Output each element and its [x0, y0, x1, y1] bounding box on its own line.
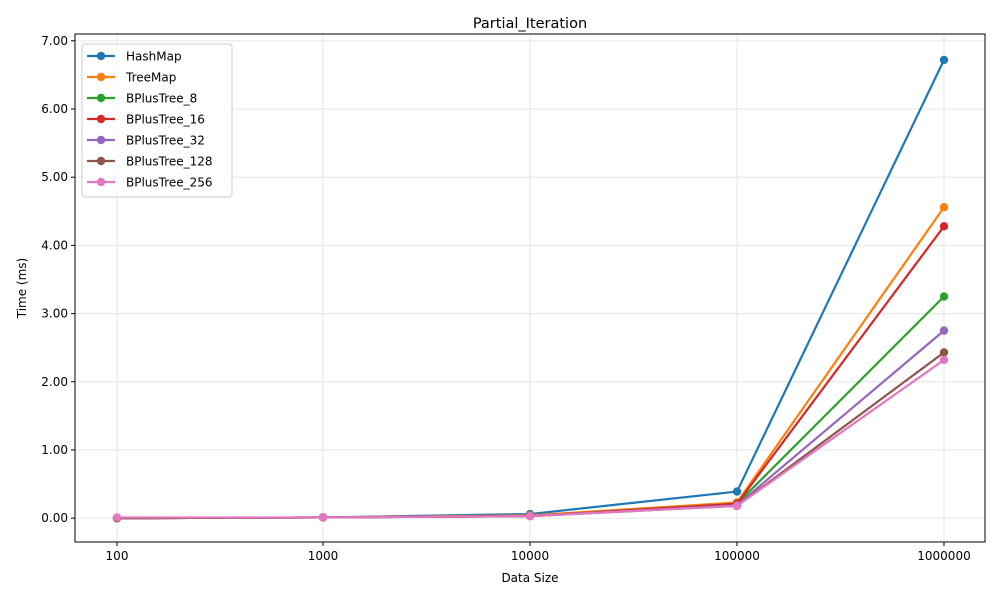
y-tick-label: 3.00 — [41, 307, 68, 321]
legend: HashMap TreeMap BPlusTree_8 BPlusTree_16 BPl… — [81, 43, 233, 198]
legend-item: HashMap — [87, 50, 182, 64]
legend-point-marker — [96, 93, 106, 103]
axis-ticks: 100 1000 10000 100000 1000000 0.00 1.00 2.00 3.0… — [41, 34, 970, 563]
legend-point-marker — [96, 156, 106, 166]
y-tick-label: 2.00 — [41, 375, 68, 389]
y-tick-label: 4.00 — [41, 238, 68, 252]
legend-item: BPlusTree_32 — [87, 134, 205, 148]
x-tick-label: 1000 — [308, 549, 339, 563]
legend-point-marker — [96, 72, 106, 82]
y-axis-title: Time (ms) — [15, 258, 29, 320]
data-point — [112, 513, 122, 522]
legend-item: BPlusTree_16 — [87, 113, 205, 127]
legend-label: BPlusTree_8 — [126, 92, 197, 106]
y-tick-label: 0.00 — [41, 511, 68, 525]
data-point — [318, 513, 328, 522]
x-tick-label: 100000 — [714, 549, 760, 563]
legend-label: BPlusTree_256 — [126, 176, 213, 190]
chart-title: Partial_Iteration — [473, 16, 587, 32]
y-tick-label: 1.00 — [41, 443, 68, 457]
data-point — [939, 355, 949, 365]
data-point — [525, 511, 535, 521]
data-point — [939, 326, 949, 335]
data-point — [939, 203, 949, 212]
y-tick-label: 7.00 — [41, 34, 68, 48]
data-point — [939, 348, 949, 357]
x-tick-label: 1000000 — [917, 549, 970, 563]
legend-label: HashMap — [126, 50, 182, 64]
legend-label: BPlusTree_128 — [126, 155, 213, 169]
data-point — [732, 501, 742, 511]
legend-item: TreeMap — [87, 71, 176, 85]
data-point — [732, 487, 742, 496]
legend-item: BPlusTree_8 — [87, 92, 197, 106]
data-point — [939, 55, 949, 65]
grid — [75, 34, 985, 542]
data-point — [939, 292, 949, 301]
legend-item: BPlusTree_256 — [87, 176, 213, 190]
series-group — [112, 55, 949, 523]
x-tick-label: 100 — [106, 549, 129, 563]
legend-label: BPlusTree_16 — [126, 113, 205, 127]
series-bplustree-256 — [112, 355, 949, 522]
legend-point-marker — [96, 114, 106, 124]
y-tick-label: 5.00 — [41, 170, 68, 184]
legend-item: BPlusTree_128 — [87, 155, 213, 169]
x-axis-title: Data Size — [501, 571, 558, 585]
y-tick-label: 6.00 — [41, 102, 68, 116]
legend-label: BPlusTree_32 — [126, 134, 205, 148]
legend-point-marker — [96, 177, 106, 187]
legend-point-marker — [96, 51, 106, 61]
legend-point-marker — [96, 135, 106, 145]
x-tick-label: 10000 — [511, 549, 549, 563]
legend-label: TreeMap — [125, 71, 176, 85]
data-point — [939, 222, 949, 231]
legend-box — [81, 43, 233, 198]
